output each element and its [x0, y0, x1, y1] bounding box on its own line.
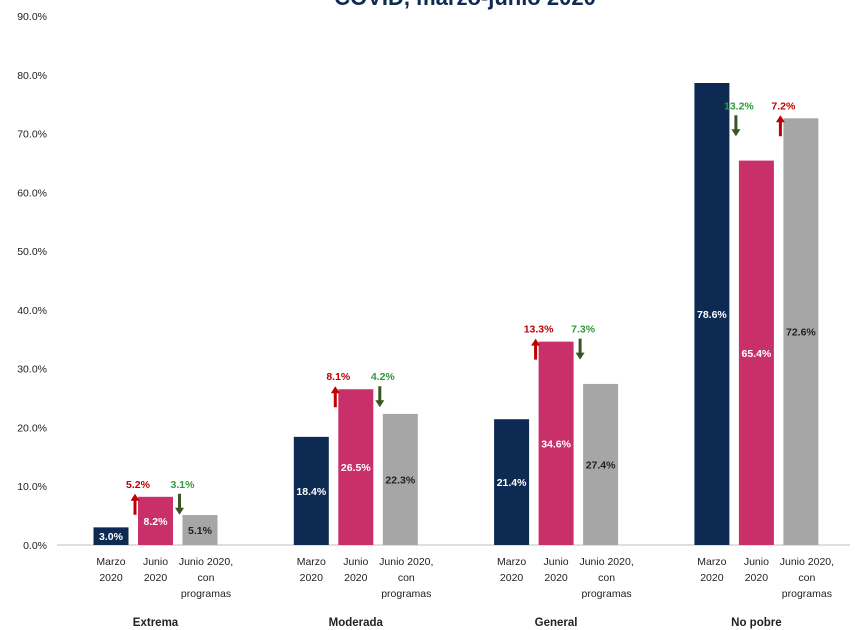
- sub-category-label: programas: [181, 588, 231, 600]
- bar: [293, 436, 329, 545]
- y-tick-label: 60.0%: [17, 187, 47, 199]
- change-label: 13.2%: [724, 100, 754, 112]
- bar: [694, 83, 730, 546]
- y-tick-label: 80.0%: [17, 70, 47, 82]
- y-tick-label: 90.0%: [17, 11, 47, 23]
- sub-category-label: con: [398, 572, 415, 584]
- sub-category-label: Junio 2020,: [579, 556, 633, 568]
- value-label: 22.3%: [385, 474, 415, 486]
- sub-category-label: 2020: [144, 572, 168, 584]
- sub-category-label: 2020: [344, 572, 368, 584]
- category-label: General: [535, 617, 578, 629]
- bar: [494, 419, 530, 545]
- value-label: 21.4%: [497, 477, 527, 489]
- y-tick-label: 0.0%: [23, 540, 47, 552]
- sub-category-label: Junio 2020,: [780, 556, 834, 568]
- bar: [538, 341, 574, 545]
- change-arrow: [575, 338, 585, 360]
- sub-category-label: con: [598, 572, 615, 584]
- bar: [382, 413, 418, 545]
- category-label: Extrema: [133, 617, 179, 629]
- change-label: 5.2%: [126, 479, 151, 491]
- sub-category-label: 2020: [99, 572, 123, 584]
- sub-category-label: con: [198, 572, 215, 584]
- y-tick-label: 70.0%: [17, 129, 47, 141]
- sub-category-label: 2020: [500, 572, 524, 584]
- change-label: 13.3%: [524, 324, 554, 336]
- change-arrow: [775, 115, 785, 137]
- change-label: 7.2%: [771, 100, 796, 112]
- sub-category-label: 2020: [700, 572, 724, 584]
- value-label: 78.6%: [697, 309, 727, 321]
- change-label: 8.1%: [326, 371, 351, 383]
- change-arrow: [731, 115, 741, 137]
- sub-category-label: con: [798, 572, 815, 584]
- bar: [583, 383, 619, 545]
- change-arrow: [175, 493, 184, 515]
- value-label: 18.4%: [296, 486, 326, 498]
- value-label: 34.6%: [541, 438, 571, 450]
- sub-category-label: Marzo: [96, 556, 125, 568]
- change-arrow: [531, 338, 541, 360]
- value-label: 3.0%: [99, 531, 124, 543]
- sub-category-label: programas: [782, 588, 832, 600]
- change-label: 3.1%: [171, 479, 196, 491]
- bar: [738, 160, 774, 546]
- value-label: 8.2%: [144, 516, 169, 528]
- sub-category-label: Marzo: [297, 556, 326, 568]
- change-label: 4.2%: [371, 371, 396, 383]
- value-label: 65.4%: [742, 348, 772, 360]
- sub-category-label: Junio 2020,: [379, 556, 433, 568]
- sub-category-label: Marzo: [497, 556, 526, 568]
- sub-category-label: 2020: [544, 572, 568, 584]
- value-label: 72.6%: [786, 327, 816, 339]
- bar: [138, 496, 173, 545]
- sub-category-label: programas: [581, 588, 631, 600]
- change-arrow: [330, 386, 340, 408]
- sub-category-label: Junio: [544, 556, 569, 568]
- change-label: 7.3%: [571, 324, 596, 336]
- category-label: Moderada: [329, 617, 384, 629]
- sub-category-label: 2020: [745, 572, 769, 584]
- y-tick-label: 50.0%: [17, 246, 47, 258]
- sub-category-label: Junio: [143, 556, 168, 568]
- change-arrow: [375, 386, 385, 408]
- value-label: 26.5%: [341, 462, 371, 474]
- bar: [338, 389, 374, 545]
- sub-category-label: programas: [381, 588, 431, 600]
- sub-category-label: Marzo: [697, 556, 726, 568]
- value-label: 5.1%: [188, 525, 213, 537]
- value-label: 27.4%: [586, 459, 616, 471]
- change-arrow: [130, 493, 140, 515]
- sub-category-label: Junio 2020,: [179, 556, 233, 568]
- bar: [182, 515, 218, 545]
- sub-category-label: Junio: [343, 556, 368, 568]
- bar: [93, 527, 129, 545]
- y-tick-label: 30.0%: [17, 364, 47, 376]
- y-tick-label: 40.0%: [17, 305, 47, 317]
- sub-category-label: Junio: [744, 556, 769, 568]
- chart-title: COVID, marzo-junio 2020: [334, 0, 596, 10]
- bar: [783, 118, 819, 546]
- sub-category-label: 2020: [300, 572, 324, 584]
- category-label: No pobre: [731, 617, 781, 629]
- y-tick-label: 20.0%: [17, 422, 47, 434]
- y-tick-label: 10.0%: [17, 481, 47, 493]
